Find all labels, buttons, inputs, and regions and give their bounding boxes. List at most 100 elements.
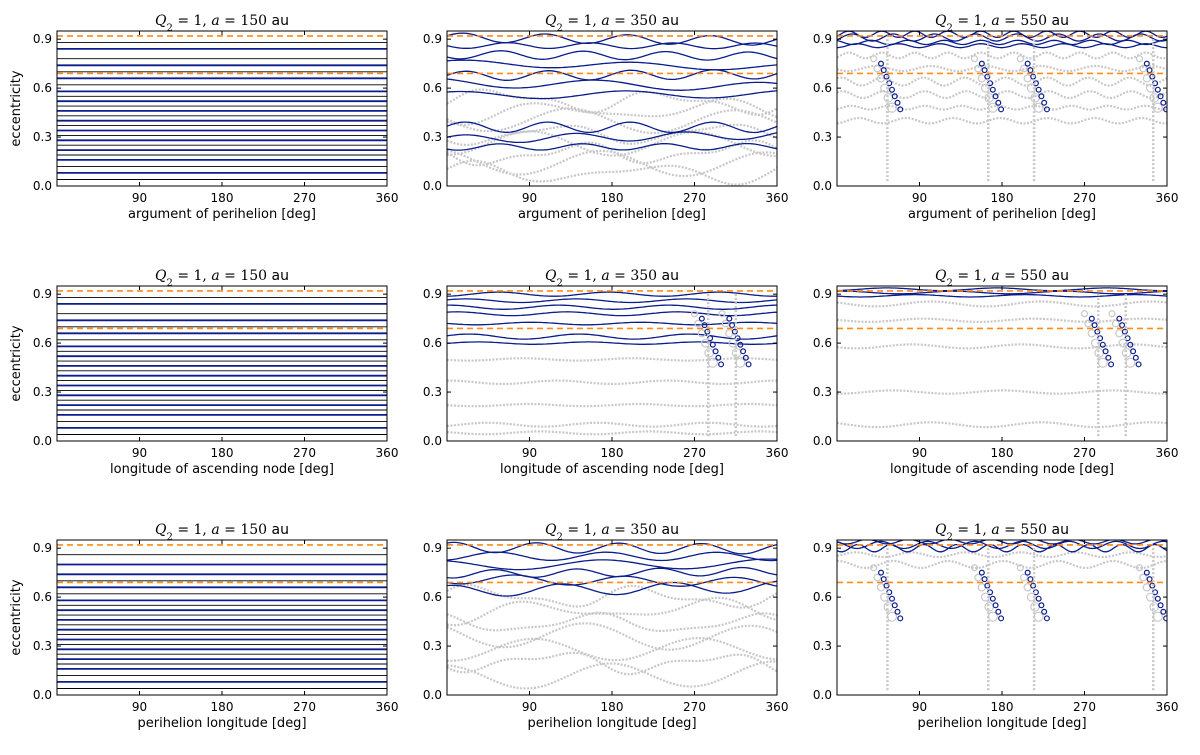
blue-loop-0-5 [891, 602, 898, 609]
plot-area [57, 290, 387, 435]
blue-loop-3-2 [1149, 582, 1156, 589]
xtick-label: 180 [991, 446, 1014, 460]
x-axis-label: longitude of ascending node [deg] [890, 462, 1114, 477]
blue-loop-1-1 [981, 67, 988, 74]
blue-loop-2-0 [1024, 569, 1031, 576]
series-blue-8 [447, 131, 777, 144]
blue-loop-1-6 [995, 608, 1002, 615]
blue-loop-1-4 [1127, 341, 1134, 348]
series-grey-1 [447, 596, 777, 627]
xtick-label: 180 [211, 446, 234, 460]
grey-loop-1-2 [725, 329, 734, 338]
blue-loop-1-7 [1135, 361, 1142, 368]
blue-loop-3-4 [1154, 86, 1161, 93]
series-grey-1 [837, 559, 1167, 570]
xtick-label: 270 [293, 191, 316, 205]
series-blue-1 [447, 298, 777, 304]
grey-loop-2-0 [1016, 564, 1024, 572]
ytick-label: 0.9 [423, 32, 442, 46]
series-blue-2 [447, 558, 777, 571]
blue-loop-2-0 [1024, 60, 1031, 67]
series-grey-3 [447, 622, 777, 651]
panel-title: Q2 = 1, a = 550 au [935, 522, 1069, 543]
blue-loop-3-0 [1143, 569, 1150, 576]
blue-loop-0-0 [698, 315, 705, 322]
xtick-label: 90 [132, 700, 147, 714]
blue-loop-0-4 [709, 341, 716, 348]
xtick-label: 90 [522, 446, 537, 460]
x-axis-label: perihelion longitude [deg] [137, 716, 306, 731]
series-blue-3 [447, 59, 777, 71]
blue-loop-0-2 [883, 582, 890, 589]
panel-p31: 0.0 0.3 0.6 0.9 90 180 270 360 perihelion longit… [9, 522, 398, 731]
xtick-label: 270 [293, 700, 316, 714]
panel-p23: 0.0 0.3 0.6 0.9 90 180 270 360 longitude of asce… [813, 268, 1179, 477]
ytick-label: 0.0 [423, 688, 442, 702]
panel-p32: 0.0 0.3 0.6 0.9 90 180 270 360 perihelion longit… [423, 522, 789, 731]
plot-area [447, 541, 777, 690]
ytick-label: 0.9 [33, 541, 52, 555]
blue-loop-0-6 [1105, 354, 1112, 361]
blue-loop-0-6 [894, 608, 901, 615]
xtick-label: 180 [601, 446, 624, 460]
grey-loop-2-2 [1023, 74, 1032, 83]
blue-loop-1-5 [740, 348, 747, 355]
series-blue-7 [447, 121, 777, 134]
axes-frame [56, 30, 388, 187]
series-grey-2 [837, 343, 1167, 350]
blue-loop-1-5 [1130, 348, 1137, 355]
panel-title: Q2 = 1, a = 150 au [155, 268, 289, 289]
plot-area [57, 544, 387, 689]
xtick-label: 180 [211, 191, 234, 205]
grey-loop-3-2 [1142, 74, 1152, 83]
blue-loop-1-0 [978, 60, 985, 67]
ytick-label: 0.0 [813, 434, 832, 448]
xtick-label: 90 [912, 446, 927, 460]
blue-loop-2-5 [1038, 93, 1045, 100]
panel-title: Q2 = 1, a = 350 au [545, 268, 679, 289]
series-blue-0 [447, 291, 777, 297]
blue-loop-0-0 [877, 60, 884, 67]
ytick-label: 0.3 [33, 639, 52, 653]
ytick-label: 0.6 [33, 336, 52, 350]
panel-p33: 0.0 0.3 0.6 0.9 90 180 270 360 perihelion longit… [813, 522, 1179, 731]
blue-loop-0-4 [888, 86, 895, 93]
panel-title: Q2 = 1, a = 550 au [935, 268, 1069, 289]
grey-loop-3-1 [1139, 573, 1148, 582]
grey-loop-2-0 [1016, 55, 1024, 63]
plot-area [837, 540, 1167, 692]
blue-loop-0-5 [1102, 348, 1109, 355]
panel-title: Q2 = 1, a = 350 au [545, 13, 679, 34]
series-blue-3 [447, 311, 777, 317]
x-axis-label: argument of perihelion [deg] [908, 207, 1096, 222]
axes-frame [56, 285, 388, 442]
grey-loop-0-0 [1080, 310, 1089, 318]
panel-p21: 0.0 0.3 0.6 0.9 90 180 270 360 longitude of asce… [9, 268, 398, 477]
y-axis-label: eccentricity [9, 70, 24, 146]
blue-loop-1-6 [742, 354, 749, 361]
panel-p13: 0.0 0.3 0.6 0.9 90 180 270 360 argument of perih… [813, 13, 1179, 222]
xtick-label: 90 [912, 700, 927, 714]
panel-title: Q2 = 1, a = 550 au [935, 13, 1069, 34]
plot-area [837, 287, 1167, 438]
series-grey-1 [447, 149, 777, 178]
panel-p12: 0.0 0.3 0.6 0.9 90 180 270 360 argument of perih… [423, 13, 789, 222]
blue-loop-1-0 [726, 315, 733, 322]
blue-loop-1-7 [998, 615, 1005, 622]
series-blue-4 [447, 321, 777, 326]
ytick-label: 0.0 [423, 434, 442, 448]
series-grey-2 [447, 139, 777, 167]
series-blue-1 [447, 551, 777, 562]
panel-title: Q2 = 1, a = 150 au [155, 13, 289, 34]
blue-loop-0-7 [897, 615, 904, 622]
y-axis-label: eccentricity [9, 579, 24, 655]
blue-loop-1-2 [1121, 328, 1128, 335]
grey-loop-0-0 [690, 310, 699, 318]
xtick-label: 180 [601, 191, 624, 205]
series-grey-1 [447, 379, 777, 386]
grey-loop-1-0 [970, 55, 979, 63]
xtick-label: 360 [766, 446, 789, 460]
grey-loop-1-1 [1111, 319, 1120, 328]
blue-loop-1-2 [984, 73, 991, 80]
